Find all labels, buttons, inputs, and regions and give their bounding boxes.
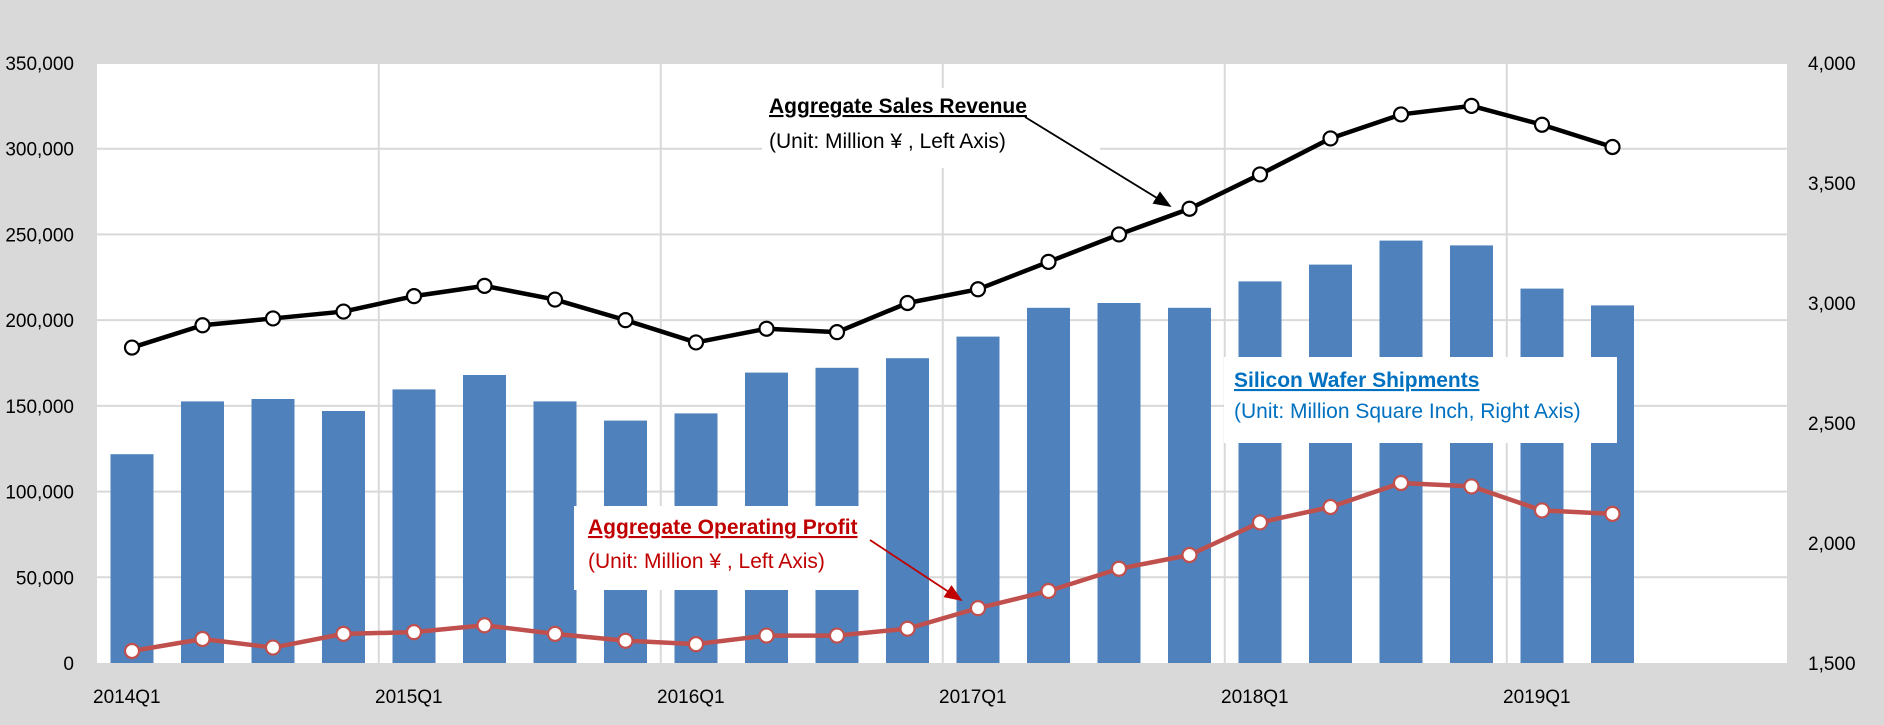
wafer-bar bbox=[251, 399, 295, 663]
series-point bbox=[546, 291, 564, 308]
sales-revenue-arrow bbox=[1024, 116, 1172, 207]
line-series bbox=[123, 97, 1621, 660]
series-point bbox=[476, 277, 493, 294]
wafer-bar bbox=[322, 411, 365, 663]
right-axis-tick-label: 1,500 bbox=[1808, 654, 1856, 675]
series-point bbox=[1392, 106, 1410, 123]
wafer-bar bbox=[1379, 240, 1423, 663]
wafer-bar bbox=[886, 358, 929, 663]
series-point bbox=[1322, 498, 1339, 516]
series-point bbox=[123, 642, 141, 660]
series-point bbox=[405, 624, 423, 641]
series-point bbox=[1463, 97, 1480, 114]
series-point bbox=[1181, 200, 1198, 217]
left-axis-tick-label: 250,000 bbox=[5, 225, 74, 246]
wafer-bar bbox=[1238, 281, 1282, 663]
series-point bbox=[1251, 166, 1269, 183]
series-point bbox=[969, 281, 987, 298]
series-point bbox=[687, 334, 705, 351]
wafer-bar bbox=[1168, 307, 1211, 663]
series-point bbox=[1604, 138, 1621, 156]
series-point bbox=[758, 320, 775, 337]
x-axis-tick-label: 2017Q1 bbox=[939, 687, 1007, 708]
series-point bbox=[1463, 478, 1480, 495]
left-axis-tick-label: 50,000 bbox=[16, 568, 74, 589]
series-point bbox=[617, 312, 634, 329]
series-line bbox=[131, 480, 1613, 654]
series-point bbox=[1110, 226, 1128, 243]
series-point bbox=[194, 317, 211, 334]
wafer-bar bbox=[392, 389, 436, 663]
wafer-bar bbox=[110, 454, 154, 663]
series-point bbox=[617, 632, 634, 649]
series-point bbox=[1533, 116, 1551, 133]
wafer-bar bbox=[1520, 288, 1564, 663]
series-point bbox=[1322, 130, 1339, 147]
left-axis-tick-label: 200,000 bbox=[5, 311, 74, 332]
series-point bbox=[969, 600, 987, 617]
right-axis-tick-label: 4,000 bbox=[1808, 54, 1856, 75]
left-axis-tick-label: 100,000 bbox=[5, 483, 74, 504]
series-point bbox=[758, 627, 775, 644]
axes: 0 50,000 100,000 150,000 200,000 250,000 300,0… bbox=[5, 54, 1855, 708]
operating-profit-unit: (Unit: Million ¥ , Left Axis) bbox=[588, 550, 825, 573]
sales-revenue-title: Aggregate Sales Revenue bbox=[769, 95, 1027, 118]
left-axis-tick-label: 300,000 bbox=[5, 140, 74, 161]
wafer-bar bbox=[181, 401, 224, 663]
left-axis-tick-label: 350,000 bbox=[5, 54, 74, 75]
series-point bbox=[1533, 502, 1551, 519]
annotation-operating-profit: Aggregate Operating Profit (Unit: Millio… bbox=[574, 506, 963, 601]
operating-profit-title: Aggregate Operating Profit bbox=[588, 516, 858, 539]
wafer-bar bbox=[1309, 264, 1352, 663]
series-point bbox=[899, 620, 916, 637]
wafer-shipments-title: Silicon Wafer Shipments bbox=[1234, 369, 1479, 392]
wafer-bar bbox=[533, 401, 577, 663]
annotation-wafer-shipments: Silicon Wafer Shipments (Unit: Million S… bbox=[1224, 357, 1617, 443]
right-axis-tick-label: 2,000 bbox=[1808, 534, 1856, 555]
series-point bbox=[1181, 546, 1198, 564]
wafer-bar bbox=[1027, 307, 1070, 663]
series-point bbox=[335, 625, 352, 642]
series-point bbox=[546, 625, 564, 642]
series-point bbox=[194, 630, 211, 648]
right-axis-tick-label: 3,500 bbox=[1808, 174, 1856, 195]
series-point bbox=[123, 339, 141, 356]
series-point bbox=[828, 627, 846, 644]
x-axis-tick-label: 2015Q1 bbox=[375, 687, 443, 708]
x-axis-tick-label: 2018Q1 bbox=[1221, 687, 1289, 708]
series-point bbox=[828, 324, 846, 341]
x-axis-tick-label: 2016Q1 bbox=[657, 687, 725, 708]
series-point bbox=[335, 303, 352, 320]
wafer-shipments-unit: (Unit: Million Square Inch, Right Axis) bbox=[1234, 400, 1581, 423]
series-point bbox=[476, 617, 493, 634]
x-axis-tick-label: 2019Q1 bbox=[1503, 687, 1571, 708]
left-axis-tick-label: 150,000 bbox=[5, 397, 74, 418]
series-point bbox=[405, 288, 423, 305]
wafer-bar bbox=[463, 375, 506, 663]
sales-revenue-unit: (Unit: Million ¥ , Left Axis) bbox=[769, 130, 1006, 153]
wafer-bar bbox=[1450, 245, 1493, 663]
series-point bbox=[1604, 505, 1621, 522]
operating-profit-arrow bbox=[869, 539, 963, 601]
series-point bbox=[899, 294, 916, 312]
series-point bbox=[1110, 560, 1128, 577]
wafer-shipment-bars bbox=[110, 240, 1634, 663]
series-point bbox=[1040, 582, 1057, 600]
series-point bbox=[264, 639, 282, 656]
wafer-bar bbox=[1097, 303, 1141, 663]
right-axis-tick-label: 3,000 bbox=[1808, 294, 1856, 315]
series-point bbox=[264, 310, 282, 327]
series-point bbox=[687, 636, 705, 653]
x-axis-tick-label: 2014Q1 bbox=[93, 687, 161, 708]
series-point bbox=[1392, 474, 1410, 492]
series-point bbox=[1040, 253, 1057, 270]
annotation-sales-revenue: Aggregate Sales Revenue (Unit: Million ¥… bbox=[762, 88, 1172, 207]
left-axis-tick-label: 0 bbox=[63, 654, 74, 675]
series-line bbox=[131, 103, 1614, 350]
series-point bbox=[1251, 514, 1269, 531]
right-axis-tick-label: 2,500 bbox=[1808, 414, 1856, 435]
